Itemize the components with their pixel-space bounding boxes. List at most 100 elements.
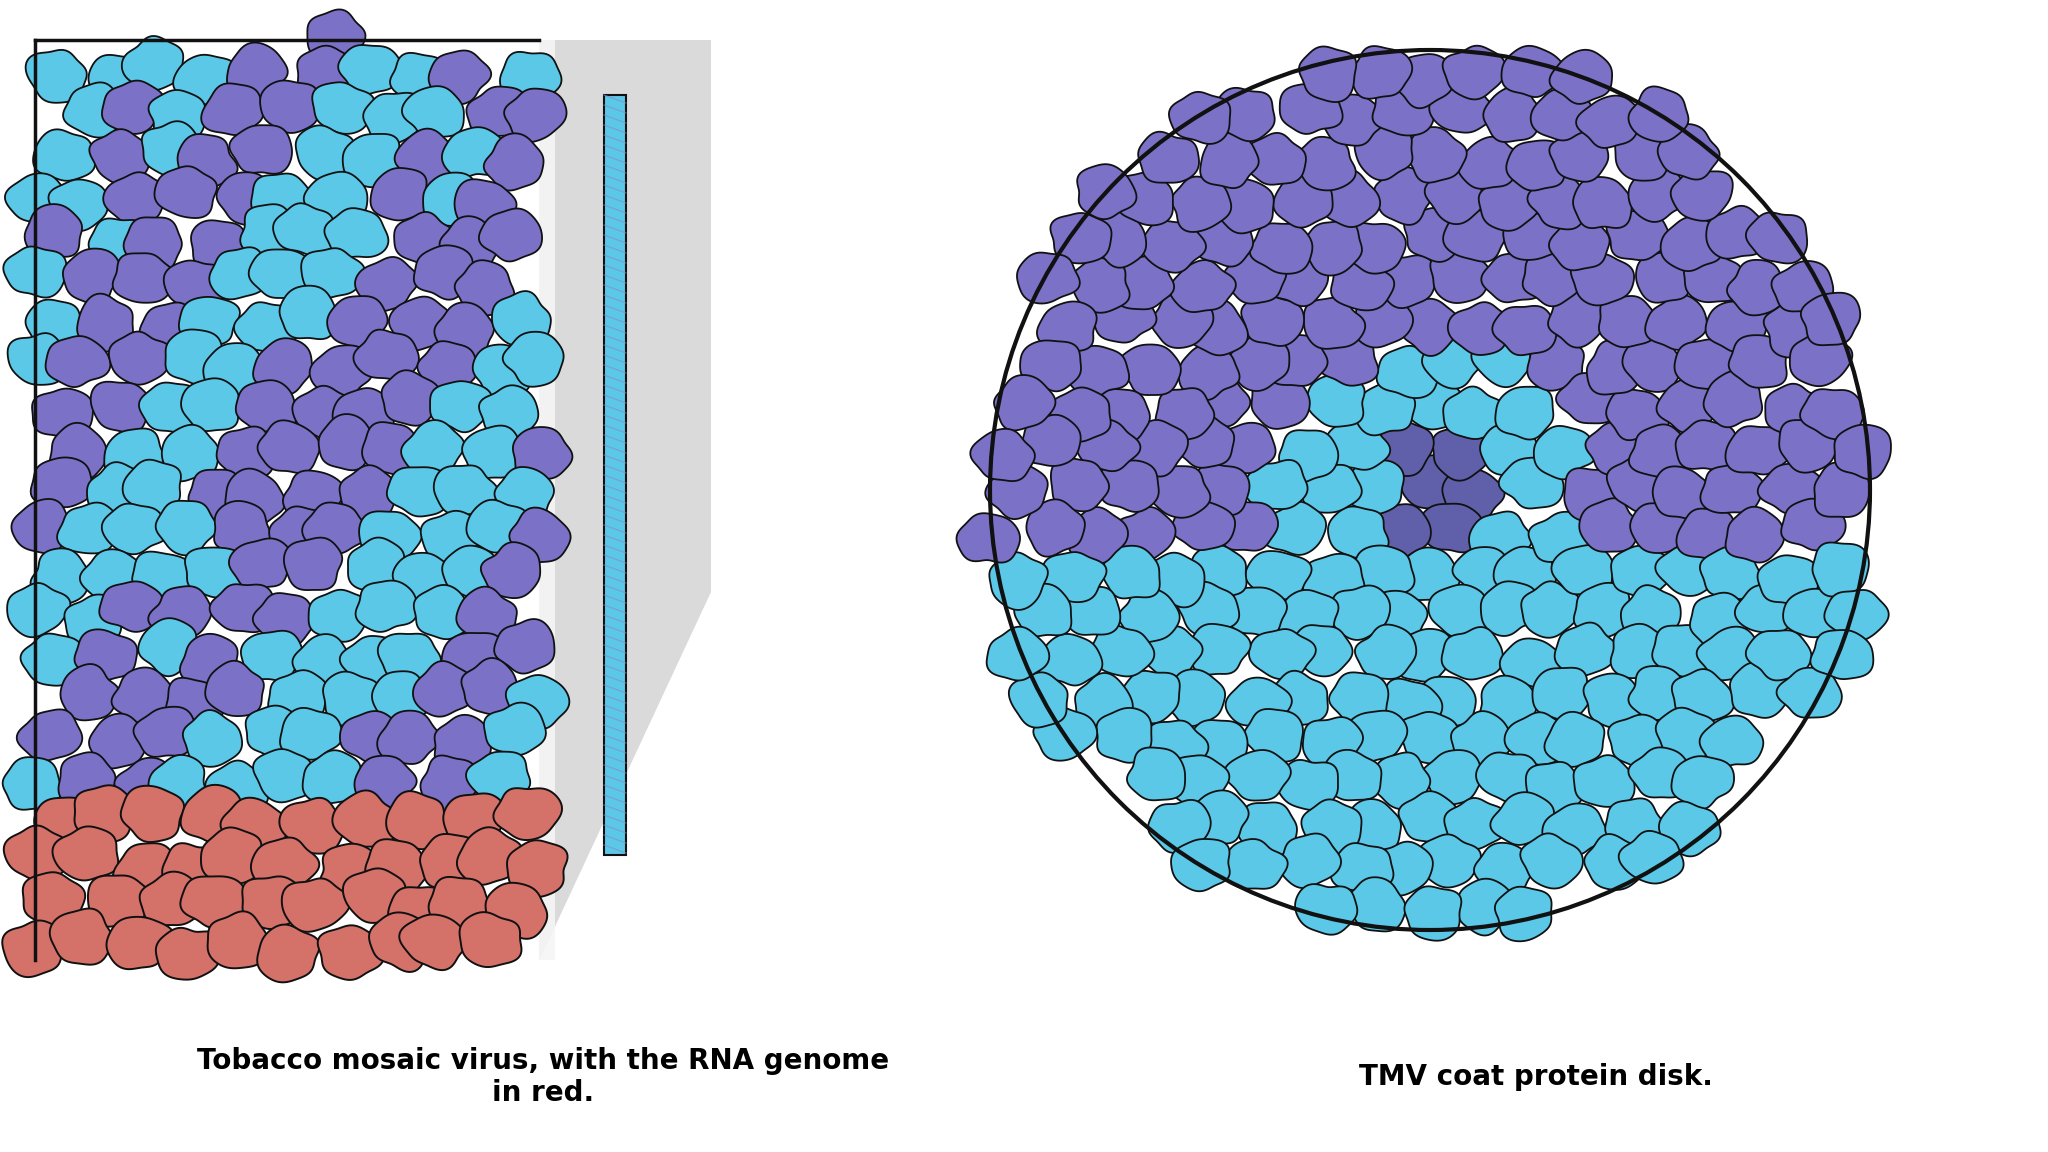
Polygon shape (49, 909, 113, 964)
Polygon shape (33, 388, 92, 438)
Polygon shape (1835, 425, 1890, 479)
Polygon shape (317, 925, 385, 980)
Polygon shape (1470, 331, 1532, 387)
Polygon shape (1430, 250, 1489, 303)
Polygon shape (1401, 547, 1460, 600)
Polygon shape (283, 470, 344, 524)
Polygon shape (508, 840, 567, 897)
Polygon shape (1704, 371, 1761, 427)
Polygon shape (1499, 638, 1565, 690)
Polygon shape (61, 664, 119, 720)
Polygon shape (1628, 424, 1692, 477)
Polygon shape (1552, 545, 1614, 594)
Polygon shape (1223, 839, 1288, 889)
Polygon shape (6, 583, 70, 637)
Polygon shape (340, 711, 403, 764)
Polygon shape (428, 51, 492, 105)
Polygon shape (354, 329, 420, 379)
Polygon shape (393, 212, 459, 264)
Polygon shape (311, 82, 375, 134)
Polygon shape (1757, 464, 1823, 514)
Polygon shape (1231, 335, 1290, 391)
Polygon shape (1051, 387, 1110, 441)
Polygon shape (328, 296, 387, 350)
Polygon shape (205, 760, 268, 813)
Polygon shape (1505, 141, 1569, 190)
Polygon shape (154, 166, 217, 218)
Polygon shape (1544, 712, 1604, 767)
Polygon shape (1171, 839, 1229, 892)
Polygon shape (971, 429, 1034, 482)
Polygon shape (500, 52, 561, 103)
Polygon shape (8, 333, 68, 385)
Polygon shape (1585, 834, 1645, 889)
Polygon shape (324, 672, 379, 726)
Polygon shape (201, 83, 264, 135)
Polygon shape (1180, 346, 1239, 400)
Polygon shape (1661, 217, 1722, 271)
Polygon shape (502, 332, 563, 387)
Polygon shape (1352, 46, 1413, 99)
Polygon shape (1622, 338, 1683, 392)
Bar (604, 94, 627, 855)
Polygon shape (1370, 752, 1430, 809)
Polygon shape (1573, 177, 1632, 228)
Polygon shape (113, 843, 180, 896)
Polygon shape (1305, 297, 1366, 349)
Polygon shape (1772, 262, 1833, 312)
Polygon shape (88, 713, 152, 768)
Polygon shape (139, 303, 205, 354)
Polygon shape (190, 220, 248, 275)
Polygon shape (1354, 293, 1413, 348)
Polygon shape (1405, 886, 1462, 941)
Polygon shape (1145, 720, 1208, 771)
Polygon shape (1356, 624, 1417, 679)
Polygon shape (133, 707, 197, 757)
Polygon shape (1186, 790, 1249, 843)
Polygon shape (440, 217, 500, 271)
Polygon shape (1397, 712, 1458, 764)
Polygon shape (229, 126, 293, 174)
Polygon shape (1051, 458, 1110, 511)
Polygon shape (1321, 169, 1380, 227)
Polygon shape (1219, 179, 1274, 234)
Polygon shape (115, 758, 176, 812)
Polygon shape (25, 204, 82, 258)
Polygon shape (63, 83, 125, 137)
Polygon shape (1653, 626, 1710, 677)
Polygon shape (188, 470, 246, 523)
Polygon shape (1169, 756, 1229, 810)
Polygon shape (342, 134, 399, 188)
Polygon shape (33, 129, 94, 181)
Polygon shape (1612, 546, 1673, 598)
Polygon shape (1495, 387, 1552, 440)
Polygon shape (295, 126, 354, 181)
Polygon shape (1493, 547, 1556, 600)
Polygon shape (1655, 545, 1720, 596)
Polygon shape (1573, 583, 1632, 637)
Polygon shape (492, 291, 551, 346)
Polygon shape (133, 552, 195, 602)
Polygon shape (1606, 389, 1669, 440)
Polygon shape (993, 376, 1055, 431)
Polygon shape (1077, 165, 1137, 219)
Polygon shape (268, 670, 328, 722)
Polygon shape (283, 879, 350, 932)
Polygon shape (1139, 131, 1198, 183)
Polygon shape (539, 40, 711, 960)
Polygon shape (1468, 511, 1532, 563)
Polygon shape (1321, 94, 1386, 145)
Polygon shape (1683, 251, 1743, 302)
Polygon shape (463, 425, 522, 478)
Polygon shape (1280, 84, 1343, 134)
Polygon shape (348, 538, 403, 591)
Polygon shape (1430, 82, 1495, 132)
Polygon shape (1339, 799, 1401, 854)
Polygon shape (420, 834, 483, 888)
Polygon shape (1815, 462, 1870, 517)
Polygon shape (324, 209, 389, 258)
Polygon shape (362, 422, 424, 475)
Polygon shape (297, 46, 354, 99)
Polygon shape (111, 667, 172, 723)
Polygon shape (1442, 46, 1505, 99)
